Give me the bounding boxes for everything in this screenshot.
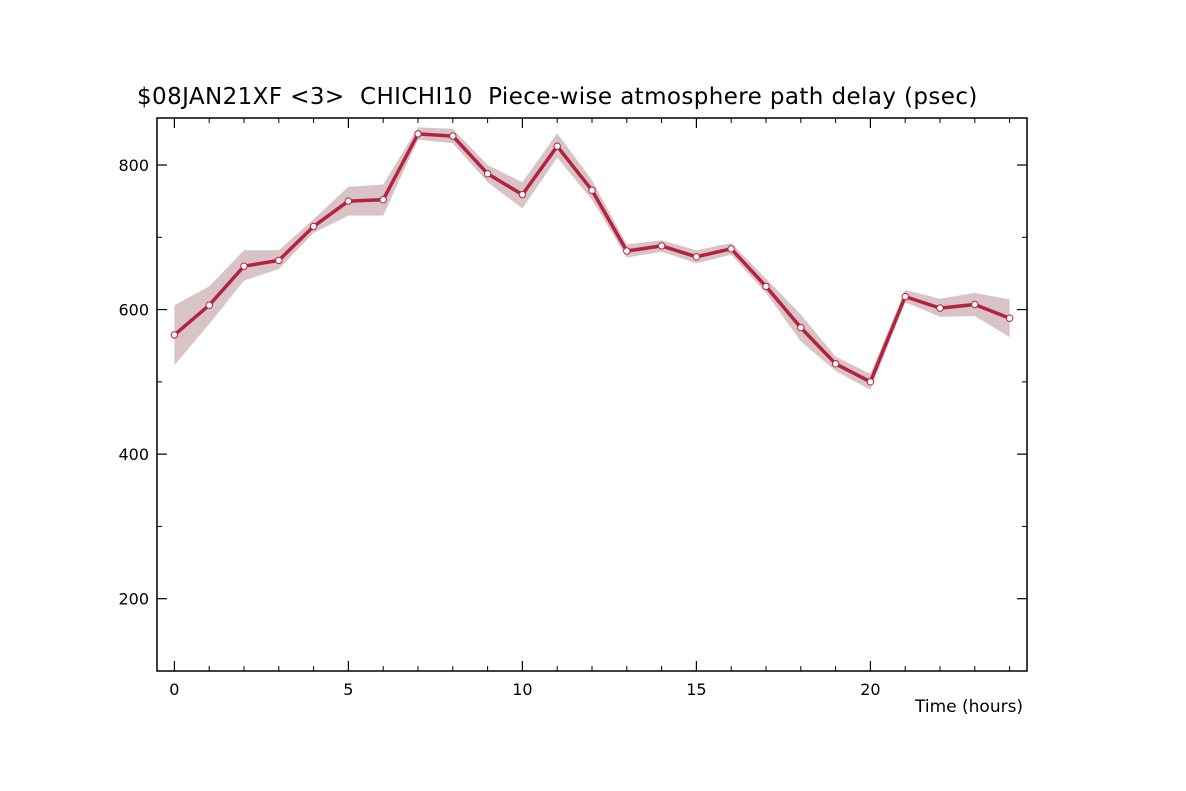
data-point xyxy=(623,247,631,255)
data-point xyxy=(692,253,701,261)
data-point xyxy=(379,196,387,204)
x-tick-label: 10 xyxy=(512,680,532,699)
data-point xyxy=(344,197,353,205)
data-point xyxy=(762,282,770,291)
data-point xyxy=(275,256,283,265)
y-tick-label: 800 xyxy=(118,156,149,175)
data-point xyxy=(205,301,213,309)
data-point xyxy=(588,186,596,195)
data-point xyxy=(727,245,735,253)
x-tick-label: 0 xyxy=(169,680,179,699)
x-axis-label: Time (hours) xyxy=(915,697,1024,717)
data-point xyxy=(240,262,248,270)
data-point xyxy=(866,378,875,386)
y-tick-label: 600 xyxy=(118,301,149,320)
data-point xyxy=(553,142,561,150)
x-tick-label: 15 xyxy=(686,680,706,699)
data-point xyxy=(1005,314,1014,322)
data-point xyxy=(831,360,840,368)
data-point xyxy=(518,190,527,199)
data-point xyxy=(449,132,457,140)
axis-tick-layer: 0 5 10 15 20 200 400 600 800 xyxy=(118,118,1027,699)
series-line-layer xyxy=(173,132,1011,384)
data-point xyxy=(309,222,318,231)
plot-frame xyxy=(156,117,1028,672)
data-point xyxy=(797,323,805,332)
series-line xyxy=(173,132,1011,384)
chart-title: $08JAN21XF <3> CHICHI10 Piece-wise atmos… xyxy=(137,84,978,110)
data-point xyxy=(483,170,492,178)
x-tick-label: 5 xyxy=(343,680,353,699)
data-point xyxy=(971,300,979,309)
data-point xyxy=(170,331,179,339)
data-point xyxy=(657,242,666,250)
data-point xyxy=(936,304,944,312)
data-point-layer xyxy=(170,130,1014,386)
data-point xyxy=(901,292,909,301)
x-tick-label: 20 xyxy=(860,680,880,699)
y-tick-label: 400 xyxy=(118,445,149,464)
data-point xyxy=(414,130,422,138)
y-tick-label: 200 xyxy=(118,590,149,609)
